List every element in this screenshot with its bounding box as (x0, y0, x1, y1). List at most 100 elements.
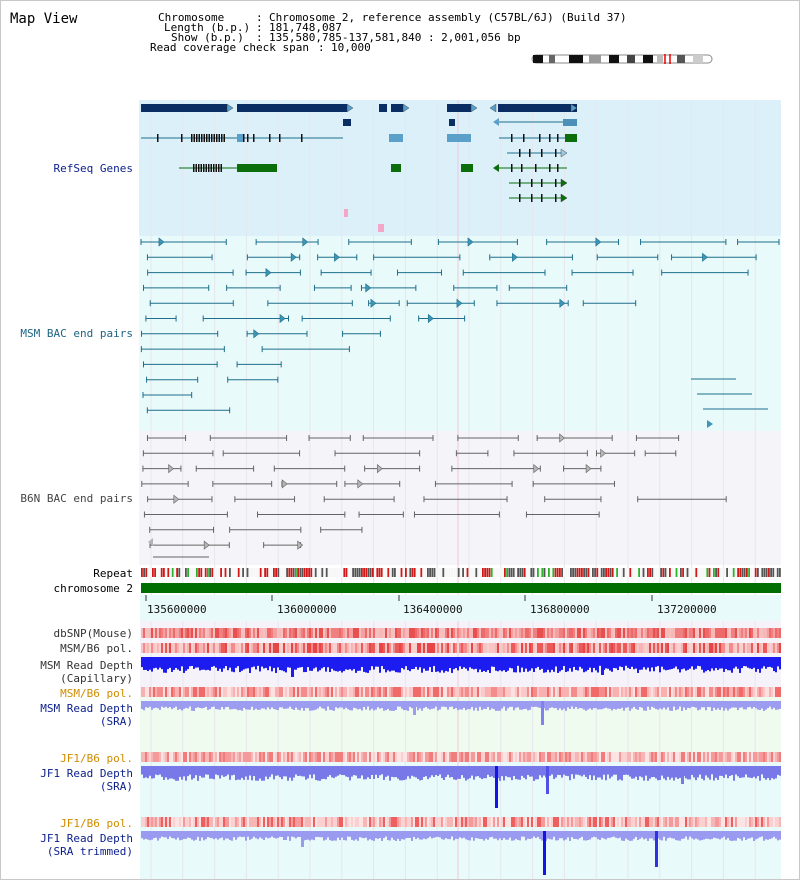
depth-bar (767, 766, 769, 778)
depth-bar (485, 766, 487, 779)
heat-cell (485, 643, 487, 653)
heat-cell (563, 687, 565, 697)
heat-cell (493, 817, 495, 827)
depth-bar (477, 701, 479, 711)
depth-bar (287, 831, 289, 837)
heat-cell (303, 628, 305, 638)
heat-cell (369, 628, 371, 638)
depth-bar (709, 831, 711, 840)
chromosome-value: Chromosome 2, reference assembly (C57BL/… (269, 11, 627, 24)
heat-cell (483, 643, 485, 653)
depth-bar (271, 701, 273, 708)
depth-bar (619, 701, 621, 709)
heat-cell (727, 752, 729, 762)
heat-cell (513, 643, 515, 653)
heat-cell (191, 687, 193, 697)
repeat-bar (561, 568, 563, 577)
heat-cell (345, 752, 347, 762)
depth-bar (193, 766, 195, 779)
heat-cell (753, 752, 755, 762)
heat-cell (437, 687, 439, 697)
heat-cell (363, 687, 365, 697)
depth-bar (519, 701, 521, 710)
depth-bar (539, 657, 541, 670)
heat-cell (187, 628, 189, 638)
chromosome-ideogram[interactable] (531, 54, 713, 64)
heat-cell (753, 628, 755, 638)
heat-cell (377, 687, 379, 697)
heat-cell (577, 628, 579, 638)
depth-bar (393, 657, 395, 671)
depth-bar (259, 766, 261, 779)
heat-cell (343, 752, 345, 762)
repeat-bar (499, 568, 502, 577)
heat-cell (761, 687, 763, 697)
repeat-bar (631, 568, 634, 577)
heat-cell (607, 752, 609, 762)
repeat-bar (295, 568, 297, 577)
depth-bar (665, 831, 667, 841)
heat-cell (693, 643, 695, 653)
depth-bar (509, 766, 511, 778)
heat-cell (487, 752, 489, 762)
depth-bar (451, 831, 453, 837)
depth-bar (487, 831, 489, 840)
repeat-bar (662, 568, 665, 577)
heat-cell (379, 628, 381, 638)
heat-cell (481, 628, 483, 638)
heat-cell (705, 752, 707, 762)
depth-bar (181, 701, 183, 711)
depth-bar (307, 766, 309, 779)
depth-bar (197, 701, 199, 708)
heat-cell (741, 628, 743, 638)
heat-cell (755, 643, 757, 653)
depth-bar (331, 657, 333, 669)
depth-bar (309, 657, 311, 671)
depth-bar (713, 657, 715, 671)
heat-cell (253, 643, 255, 653)
depth-bar (729, 766, 731, 776)
depth-bar (329, 657, 331, 673)
heat-cell (733, 628, 735, 638)
depth-bar (343, 766, 345, 776)
repeat-bar (506, 568, 508, 577)
heat-cell (491, 752, 493, 762)
heat-cell (683, 752, 685, 762)
heat-cell (477, 628, 479, 638)
heat-cell (775, 687, 777, 697)
depth-bar (225, 701, 227, 708)
heat-cell (187, 687, 189, 697)
heat-cell (649, 628, 651, 638)
depth-bar (545, 701, 547, 711)
depth-bar (305, 701, 307, 709)
heat-cell (221, 752, 223, 762)
repeat-bar (402, 568, 405, 577)
repeat-bar (367, 568, 370, 577)
depth-bar (721, 831, 723, 839)
depth-bar (177, 657, 179, 670)
depth-spike (681, 766, 684, 784)
depth-bar (769, 701, 771, 707)
heat-cell (569, 687, 571, 697)
heat-cell (713, 687, 715, 697)
depth-bar (181, 766, 183, 780)
depth-bar (755, 831, 757, 840)
heat-cell (581, 752, 583, 762)
depth-bar (395, 701, 397, 710)
repeat-bar (143, 568, 145, 577)
depth-bar (647, 766, 649, 781)
depth-bar (693, 701, 695, 707)
depth-bar (465, 657, 467, 669)
depth-bar (221, 831, 223, 838)
bac-arrow (585, 463, 592, 474)
repeat-bar (737, 568, 739, 577)
depth-bar (471, 701, 473, 708)
depth-bar (247, 657, 249, 669)
depth-bar (165, 657, 167, 673)
repeat-bar (574, 568, 577, 577)
depth-bar (311, 831, 313, 840)
depth-bar (757, 701, 759, 710)
heat-cell (201, 687, 203, 697)
heat-cell (465, 817, 467, 827)
